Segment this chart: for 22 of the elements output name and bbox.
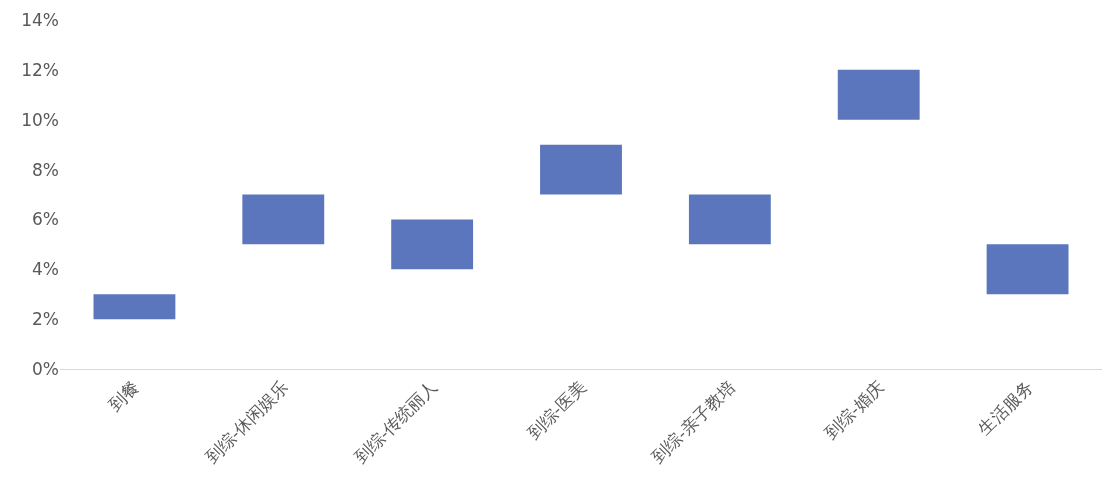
bar: [986, 244, 1069, 295]
y-tick-label: 14%: [21, 9, 59, 30]
bar: [391, 219, 474, 270]
x-tick-label: 到餐: [105, 376, 144, 415]
y-tick-label: 10%: [21, 109, 59, 130]
x-tick-label: 到综-休闲娱乐: [201, 376, 293, 468]
x-tick-label: 到综-传统丽人: [350, 376, 441, 468]
bar: [688, 194, 771, 245]
y-tick-label: 4%: [32, 259, 59, 280]
x-tick-label: 到综-医美: [523, 376, 590, 444]
x-tick-label: 到综-婚庆: [820, 376, 888, 444]
y-tick-label: 0%: [32, 358, 59, 379]
y-tick-label: 6%: [32, 209, 59, 230]
y-tick-label: 8%: [32, 159, 59, 180]
x-tick-label: 到综-亲子教培: [648, 376, 739, 468]
x-tick-label: 生活服务: [974, 376, 1037, 439]
bar: [540, 144, 622, 195]
bar: [93, 294, 176, 320]
bar: [837, 69, 920, 120]
bar: [242, 194, 325, 245]
y-tick-label: 12%: [21, 59, 59, 80]
y-tick-label: 2%: [32, 309, 59, 330]
